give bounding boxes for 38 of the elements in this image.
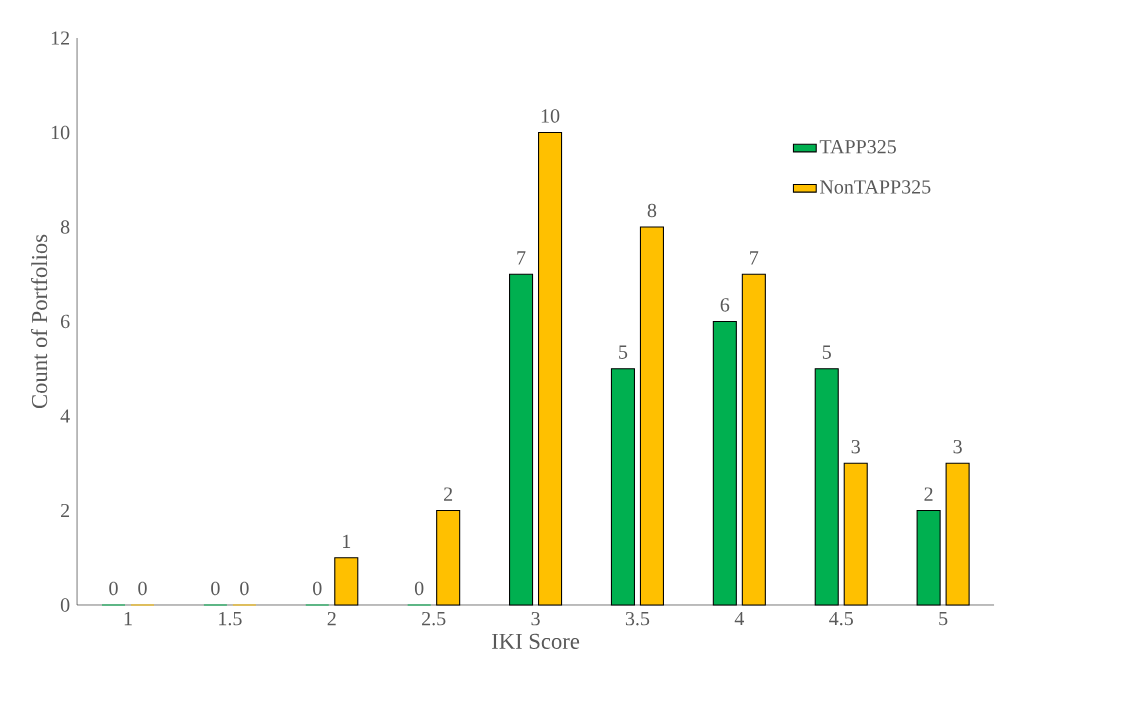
y-tick-label: 8 bbox=[60, 220, 70, 234]
x-tick-label: 2.5 bbox=[422, 611, 446, 626]
data-label: 2 bbox=[444, 487, 453, 501]
data-label: 0 bbox=[109, 581, 118, 596]
data-label: 8 bbox=[647, 203, 657, 218]
data-label: 5 bbox=[619, 345, 628, 359]
data-label: 0 bbox=[313, 581, 322, 596]
legend-label: NonTAPP325 bbox=[820, 180, 931, 194]
data-label: 0 bbox=[138, 581, 147, 596]
legend-label: TAPP325 bbox=[819, 140, 896, 154]
data-label: 10 bbox=[541, 109, 560, 123]
data-label: 0 bbox=[414, 581, 424, 596]
data-label: 0 bbox=[211, 581, 220, 596]
data-label: 0 bbox=[240, 581, 249, 596]
x-tick-label: 1 bbox=[124, 611, 132, 626]
data-label: 7 bbox=[517, 251, 526, 265]
y-tick-label: 4 bbox=[60, 409, 70, 423]
x-tick-label: 3.5 bbox=[625, 611, 650, 626]
x-tick-label: 3 bbox=[531, 611, 540, 626]
x-tick-label: 4.5 bbox=[829, 611, 853, 626]
data-label: 3 bbox=[851, 439, 860, 454]
y-tick-label: 0 bbox=[60, 598, 70, 612]
data-label: 2 bbox=[924, 487, 933, 501]
x-tick-label: 1.5 bbox=[219, 611, 242, 626]
x-tick-label: 4 bbox=[734, 611, 745, 626]
y-tick-label: 10 bbox=[51, 125, 70, 140]
x-axis-title: IKI Score bbox=[492, 633, 580, 649]
data-label: 1 bbox=[343, 534, 351, 548]
y-tick-label: 6 bbox=[60, 314, 70, 329]
data-label: 3 bbox=[953, 439, 962, 454]
y-tick-label: 12 bbox=[51, 31, 70, 45]
data-label: 7 bbox=[750, 251, 759, 265]
y-axis-title: Count of Portfolios bbox=[31, 234, 48, 409]
x-tick-label: 5 bbox=[939, 611, 948, 626]
y-tick-label: 2 bbox=[61, 503, 70, 518]
x-tick-label: 2 bbox=[327, 611, 336, 626]
data-label: 5 bbox=[822, 345, 831, 359]
data-label: 6 bbox=[720, 298, 730, 312]
